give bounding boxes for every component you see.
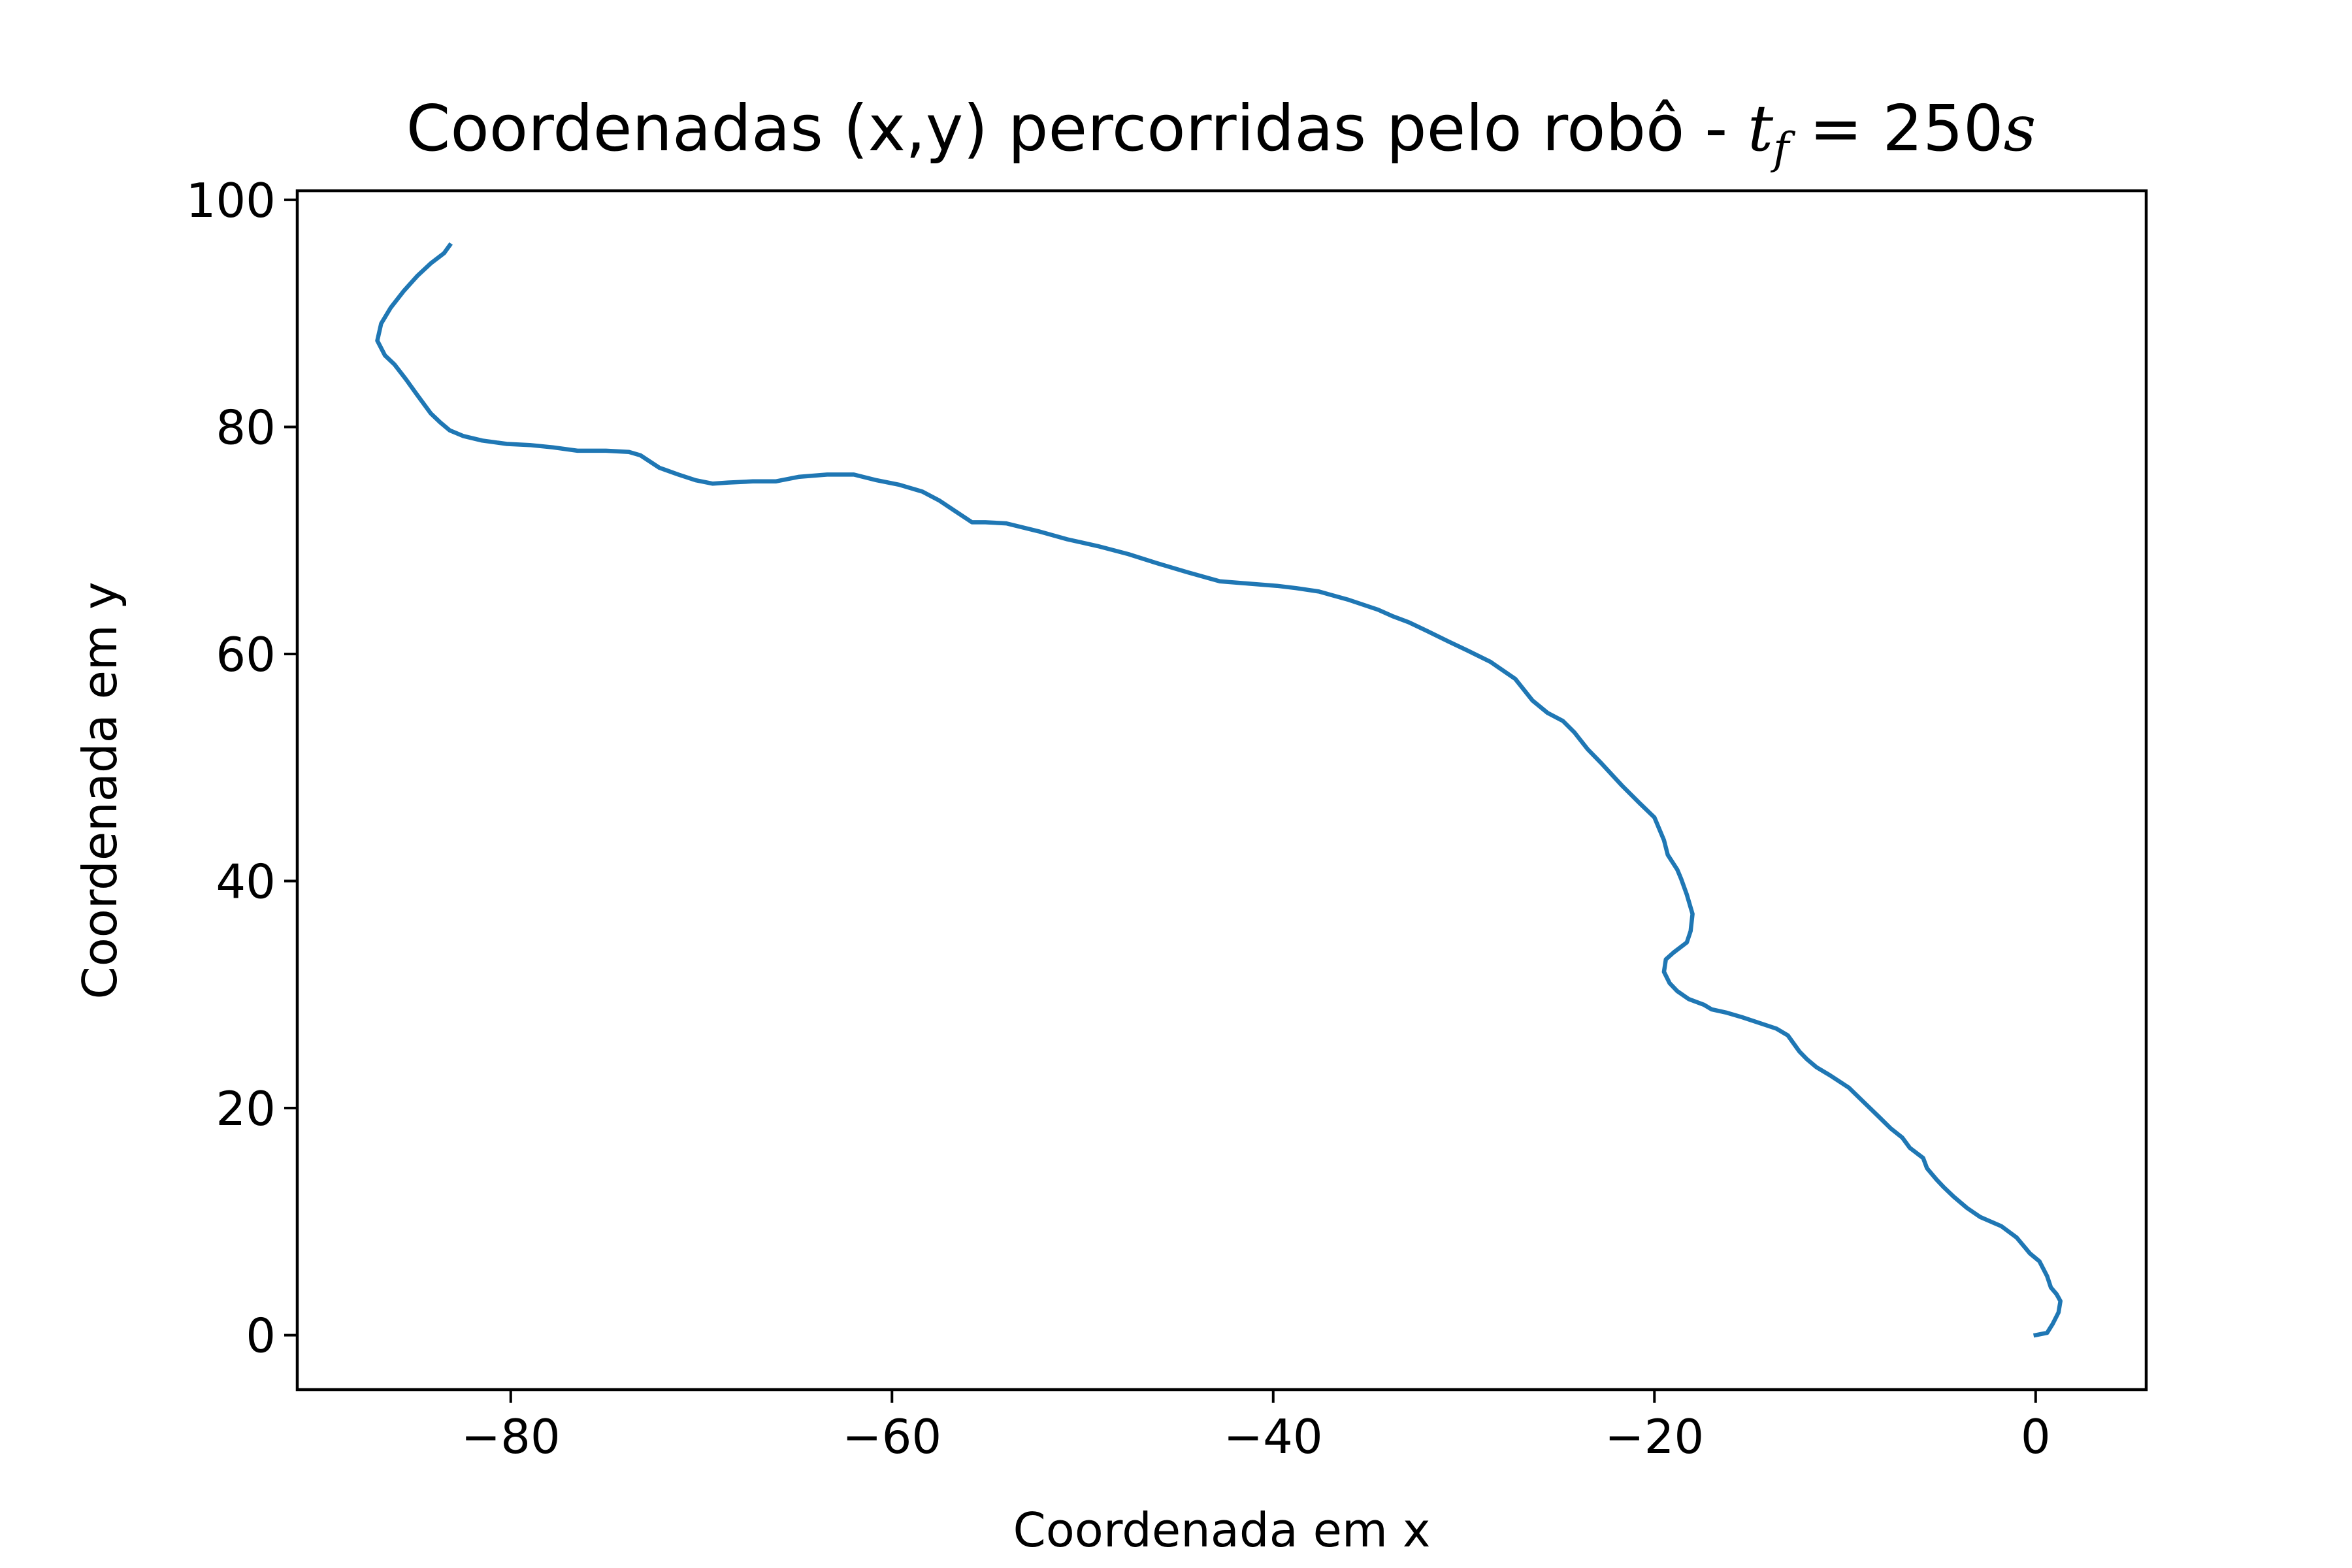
chart-title-math-unit: s	[2004, 91, 2036, 165]
y-axis-ticks: 0 20 40 60 80 100	[186, 173, 297, 1364]
y-tick-label: 40	[216, 855, 276, 909]
chart-title-math-eq: = 250	[1789, 91, 2003, 165]
y-tick-label: 0	[246, 1309, 276, 1364]
y-tick-label: 60	[216, 627, 276, 682]
x-tick-label: −60	[842, 1409, 941, 1464]
x-tick-label: −40	[1224, 1409, 1323, 1464]
x-tick-label: 0	[2021, 1409, 2051, 1464]
y-tick-label: 100	[186, 173, 276, 228]
y-tick-label: 80	[216, 400, 276, 455]
chart-title-math-var: t	[1748, 91, 1774, 165]
y-tick-label: 20	[216, 1081, 276, 1136]
chart-title-text: Coordenadas (x,y) percorridas pelo robô …	[406, 91, 1748, 165]
x-axis-ticks: −80 −60 −40 −20 0	[461, 1390, 2051, 1464]
x-axis-label: Coordenada em x	[1013, 1503, 1430, 1558]
x-tick-label: −20	[1605, 1409, 1704, 1464]
chart-title: Coordenadas (x,y) percorridas pelo robô …	[406, 91, 2036, 174]
x-tick-label: −80	[461, 1409, 561, 1464]
plot-area	[375, 242, 2063, 1338]
plot-frame	[295, 189, 2148, 1392]
y-axis-label: Coordenada em y	[73, 581, 127, 999]
trajectory-line-0	[375, 242, 2063, 1338]
